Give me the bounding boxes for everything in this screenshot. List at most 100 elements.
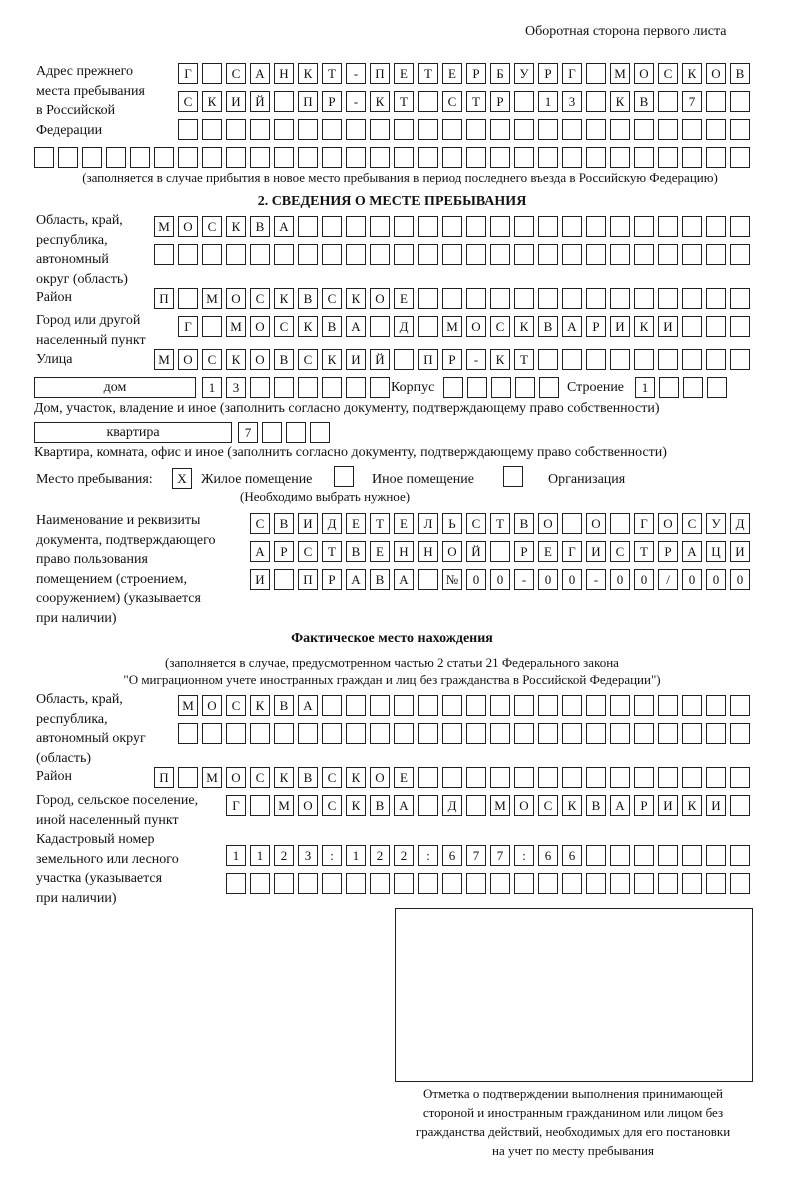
- char-cell[interactable]: С: [226, 63, 246, 84]
- char-cell[interactable]: [706, 244, 726, 265]
- char-cell[interactable]: [682, 695, 702, 716]
- char-cell[interactable]: Ь: [442, 513, 462, 534]
- char-cell[interactable]: С: [250, 767, 270, 788]
- char-cell[interactable]: 0: [682, 569, 702, 590]
- char-cell[interactable]: [706, 216, 726, 237]
- char-cell[interactable]: О: [370, 288, 390, 309]
- char-cell[interactable]: [298, 873, 318, 894]
- char-cell[interactable]: [514, 767, 534, 788]
- char-cell[interactable]: М: [490, 795, 510, 816]
- char-cell[interactable]: [658, 216, 678, 237]
- char-cell[interactable]: [634, 767, 654, 788]
- char-cell[interactable]: М: [202, 288, 222, 309]
- char-cell[interactable]: [514, 723, 534, 744]
- char-cell[interactable]: [730, 147, 750, 168]
- char-cell[interactable]: С: [322, 767, 342, 788]
- char-cell[interactable]: [418, 795, 438, 816]
- char-cell[interactable]: Р: [466, 63, 486, 84]
- char-cell[interactable]: [322, 377, 342, 398]
- char-cell[interactable]: П: [370, 63, 390, 84]
- char-cell[interactable]: [466, 723, 486, 744]
- char-cell[interactable]: [562, 513, 582, 534]
- char-cell[interactable]: К: [202, 91, 222, 112]
- char-cell[interactable]: :: [322, 845, 342, 866]
- char-cell[interactable]: -: [466, 349, 486, 370]
- char-cell[interactable]: [682, 316, 702, 337]
- char-cell[interactable]: [466, 695, 486, 716]
- char-cell[interactable]: 7: [682, 91, 702, 112]
- char-cell[interactable]: И: [346, 349, 366, 370]
- char-cell[interactable]: 3: [298, 845, 318, 866]
- char-cell[interactable]: Л: [418, 513, 438, 534]
- char-cell[interactable]: [490, 695, 510, 716]
- char-cell[interactable]: [586, 873, 606, 894]
- char-cell[interactable]: [634, 244, 654, 265]
- char-cell[interactable]: [610, 216, 630, 237]
- char-cell[interactable]: Н: [394, 541, 414, 562]
- char-cell[interactable]: [394, 216, 414, 237]
- char-cell[interactable]: В: [322, 316, 342, 337]
- char-cell[interactable]: [418, 767, 438, 788]
- char-cell[interactable]: [730, 316, 750, 337]
- char-cell[interactable]: [298, 119, 318, 140]
- char-cell[interactable]: [730, 349, 750, 370]
- char-cell[interactable]: [682, 147, 702, 168]
- char-cell[interactable]: М: [442, 316, 462, 337]
- char-cell[interactable]: [682, 288, 702, 309]
- char-cell[interactable]: Д: [394, 316, 414, 337]
- char-cell[interactable]: [586, 288, 606, 309]
- char-cell[interactable]: К: [610, 91, 630, 112]
- char-cell[interactable]: П: [418, 349, 438, 370]
- char-cell[interactable]: 0: [538, 569, 558, 590]
- char-cell[interactable]: С: [250, 288, 270, 309]
- char-cell[interactable]: Р: [514, 541, 534, 562]
- char-cell[interactable]: Т: [322, 63, 342, 84]
- char-cell[interactable]: [178, 288, 198, 309]
- char-cell[interactable]: К: [370, 91, 390, 112]
- char-cell[interactable]: [466, 216, 486, 237]
- char-cell[interactable]: О: [226, 767, 246, 788]
- char-cell[interactable]: [706, 767, 726, 788]
- char-cell[interactable]: В: [730, 63, 750, 84]
- char-cell[interactable]: К: [562, 795, 582, 816]
- char-cell[interactable]: [346, 244, 366, 265]
- char-cell[interactable]: 7: [466, 845, 486, 866]
- char-cell[interactable]: [658, 288, 678, 309]
- char-cell[interactable]: [682, 873, 702, 894]
- char-cell[interactable]: С: [658, 63, 678, 84]
- char-cell[interactable]: П: [154, 288, 174, 309]
- char-cell[interactable]: О: [250, 349, 270, 370]
- char-cell[interactable]: [274, 873, 294, 894]
- char-cell[interactable]: С: [250, 513, 270, 534]
- char-cell[interactable]: [178, 723, 198, 744]
- char-cell[interactable]: [490, 288, 510, 309]
- char-cell[interactable]: 7: [238, 422, 258, 443]
- char-cell[interactable]: [250, 119, 270, 140]
- char-cell[interactable]: 3: [562, 91, 582, 112]
- char-cell[interactable]: [370, 119, 390, 140]
- char-cell[interactable]: К: [226, 216, 246, 237]
- char-cell[interactable]: А: [346, 569, 366, 590]
- char-cell[interactable]: [442, 147, 462, 168]
- char-cell[interactable]: [226, 119, 246, 140]
- char-cell[interactable]: [250, 147, 270, 168]
- char-cell[interactable]: [298, 216, 318, 237]
- char-cell[interactable]: Р: [538, 63, 558, 84]
- char-cell[interactable]: [490, 541, 510, 562]
- char-cell[interactable]: Р: [586, 316, 606, 337]
- char-cell[interactable]: [202, 147, 222, 168]
- char-cell[interactable]: [370, 873, 390, 894]
- char-cell[interactable]: 2: [274, 845, 294, 866]
- char-cell[interactable]: 0: [466, 569, 486, 590]
- char-cell[interactable]: [370, 316, 390, 337]
- char-cell[interactable]: :: [514, 845, 534, 866]
- char-cell[interactable]: [634, 695, 654, 716]
- char-cell[interactable]: [634, 288, 654, 309]
- char-cell[interactable]: Т: [634, 541, 654, 562]
- char-cell[interactable]: П: [298, 569, 318, 590]
- char-cell[interactable]: [610, 767, 630, 788]
- char-cell[interactable]: М: [274, 795, 294, 816]
- char-cell[interactable]: [346, 377, 366, 398]
- char-cell[interactable]: [443, 377, 463, 398]
- char-cell[interactable]: [418, 695, 438, 716]
